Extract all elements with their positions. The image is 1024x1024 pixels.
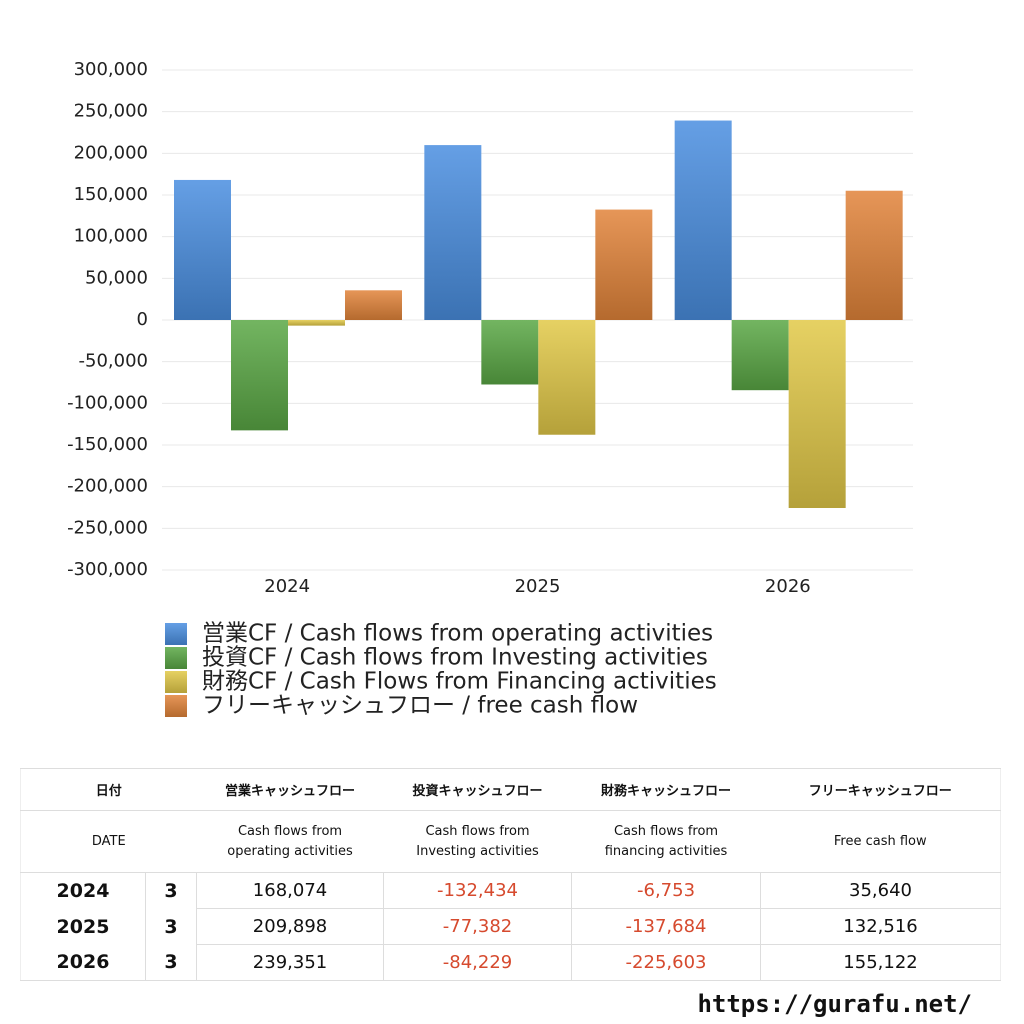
bar	[845, 190, 903, 320]
bar	[288, 320, 345, 326]
y-tick-label: -100,000	[67, 392, 148, 413]
table-cell: -6,753	[571, 872, 761, 909]
legend-label: 財務CF / Cash Flows from Financing activit…	[202, 669, 717, 695]
y-tick-label: -250,000	[67, 517, 148, 538]
y-tick-label: 300,000	[74, 59, 148, 80]
legend-label: 営業CF / Cash flows from operating activit…	[202, 621, 713, 647]
table-cell: -77,382	[383, 908, 572, 945]
header-row: 日付 営業キャッシュフロー 投資キャッシュフロー 財務キャッシュフロー フリーキャッシュ…	[20, 768, 1001, 811]
legend-swatch	[165, 623, 187, 645]
bar	[674, 120, 732, 320]
y-tick-label: 0	[137, 309, 148, 330]
table-cell: 239,351	[196, 944, 384, 981]
table-cell: Free cash flow	[760, 810, 1001, 873]
bar	[538, 320, 596, 435]
table-cell: Cash flows from financing activities	[571, 810, 761, 873]
legend-label: フリーキャッシュフロー / free cash flow	[202, 693, 638, 719]
table-cell: 155,122	[760, 944, 1001, 981]
chart: -300,000 -250,000 -200,000 -150,000 -100,000…	[67, 59, 913, 719]
legend-swatch	[165, 695, 187, 717]
table-cell: 2025	[56, 915, 110, 938]
table-cell: DATE	[20, 810, 197, 873]
table-cell: -137,684	[571, 908, 761, 945]
footer-url: https://gurafu.net/	[697, 990, 972, 1018]
y-tick-label: 100,000	[74, 226, 148, 247]
table-cell: 投資キャッシュフロー	[383, 768, 572, 811]
header-row: DATE Cash flows from operating activities…	[20, 810, 1001, 873]
x-tick-label: 2024	[264, 576, 310, 597]
bar	[424, 145, 482, 320]
bar	[345, 290, 402, 320]
table-cell: 2026	[56, 951, 110, 974]
table-cell: -84,229	[383, 944, 572, 981]
y-tick-label: 200,000	[74, 142, 148, 163]
table-cell: 3	[144, 908, 197, 945]
table-cell: 3	[144, 944, 197, 981]
x-tick-label: 2025	[515, 576, 561, 597]
bar	[595, 209, 653, 320]
bar	[174, 179, 231, 320]
table-cell: 営業キャッシュフロー	[196, 768, 384, 811]
bar	[788, 320, 846, 509]
table-cell: 財務キャッシュフロー	[571, 768, 761, 811]
data-table: 日付 営業キャッシュフロー 投資キャッシュフロー 財務キャッシュフロー フリーキャッシュ…	[20, 768, 1002, 981]
y-tick-label: 150,000	[74, 184, 148, 205]
y-tick-label: -300,000	[67, 559, 148, 580]
bar	[231, 320, 288, 431]
data-row: 2024 3 168,074 -132,434 -6,753 35,640	[20, 872, 1001, 909]
table-cell: Cash flows from operating activities	[196, 810, 384, 873]
table-cell: 168,074	[196, 872, 384, 909]
table-cell: 3	[144, 872, 197, 909]
bar	[481, 320, 539, 385]
bar	[731, 320, 789, 391]
data-row: 2025 3 209,898 -77,382 -137,684 132,516	[21, 908, 1001, 945]
table-cell: -225,603	[571, 944, 761, 981]
table-cell: -132,434	[383, 872, 572, 909]
data-row: 2026 3 239,351 -84,229 -225,603 155,122	[21, 944, 1001, 981]
y-tick-label: -150,000	[67, 434, 148, 455]
table-cell: 132,516	[760, 908, 1001, 945]
y-tick-label: -200,000	[67, 476, 148, 497]
legend-swatch	[165, 671, 187, 693]
legend-swatch	[165, 647, 187, 669]
table-cell: Cash flows from Investing activities	[383, 810, 572, 873]
table-cell: 35,640	[760, 872, 1001, 909]
y-tick-label: -50,000	[79, 351, 148, 372]
table-cell: 2024	[20, 872, 146, 909]
x-tick-label: 2026	[765, 576, 811, 597]
legend-label: 投資CF / Cash flows from Investing activit…	[202, 645, 708, 671]
y-tick-label: 50,000	[85, 267, 148, 288]
y-tick-label: 250,000	[74, 101, 148, 122]
table-cell: 209,898	[196, 908, 384, 945]
table-cell: 日付	[20, 768, 197, 811]
table-cell: フリーキャッシュフロー	[760, 768, 1001, 811]
